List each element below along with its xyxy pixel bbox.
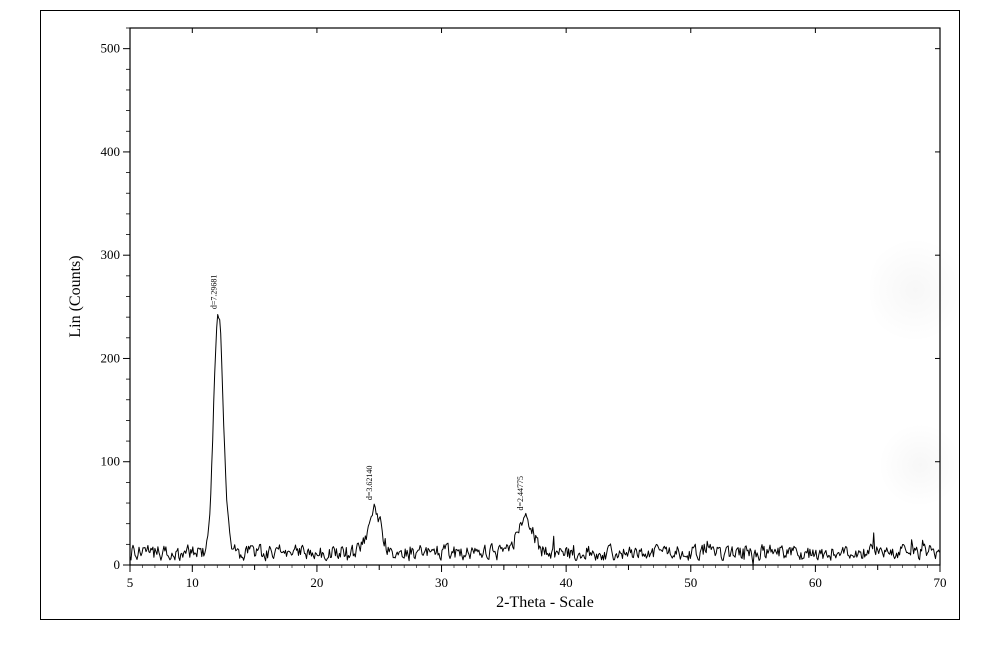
svg-text:50: 50 <box>684 575 697 590</box>
svg-text:10: 10 <box>186 575 199 590</box>
svg-text:200: 200 <box>101 350 121 365</box>
svg-text:0: 0 <box>114 557 121 572</box>
scan-artifact <box>870 230 960 350</box>
xrd-chart: 0 100 200 300 400 500 5 10 20 30 40 50 60 70 2-Theta -… <box>40 10 960 620</box>
svg-text:400: 400 <box>101 144 121 159</box>
svg-text:100: 100 <box>101 454 121 469</box>
page-root: { "xrd_chart": { "type": "line", "xlabel… <box>0 0 1000 658</box>
svg-text:300: 300 <box>101 247 121 262</box>
svg-text:d=7.29681: d=7.29681 <box>209 275 218 310</box>
svg-text:40: 40 <box>560 575 573 590</box>
svg-text:70: 70 <box>934 575 947 590</box>
scan-artifact <box>880 420 960 510</box>
svg-text:60: 60 <box>809 575 822 590</box>
svg-text:2-Theta - Scale: 2-Theta - Scale <box>496 594 594 611</box>
svg-text:30: 30 <box>435 575 448 590</box>
chart-container: 0 100 200 300 400 500 5 10 20 30 40 50 60 70 2-Theta -… <box>40 10 960 620</box>
svg-text:500: 500 <box>101 41 121 56</box>
svg-text:d=2.44775: d=2.44775 <box>516 476 525 511</box>
svg-text:5: 5 <box>127 575 134 590</box>
svg-text:d=3.62140: d=3.62140 <box>365 466 374 501</box>
svg-text:Lin (Counts): Lin (Counts) <box>67 255 84 337</box>
svg-text:20: 20 <box>310 575 323 590</box>
